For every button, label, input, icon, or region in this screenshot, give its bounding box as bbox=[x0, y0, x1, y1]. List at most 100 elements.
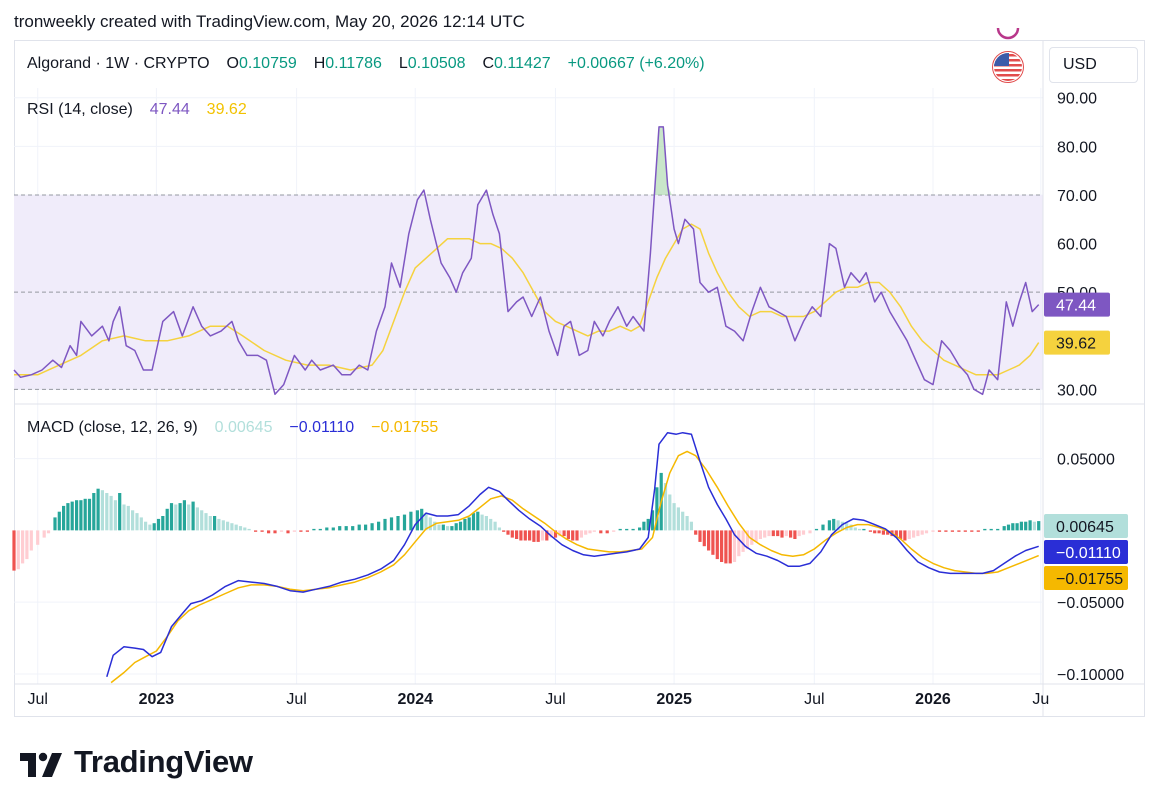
time-axis-tick-label: 2024 bbox=[397, 691, 433, 708]
rsi-axis-tick-label: 80.00 bbox=[1057, 139, 1097, 156]
histogram-bar bbox=[267, 530, 271, 534]
histogram-bar bbox=[174, 504, 178, 531]
histogram-bar bbox=[728, 530, 732, 564]
histogram-bar bbox=[454, 523, 458, 531]
histogram-bar bbox=[983, 528, 987, 531]
histogram-bar bbox=[292, 530, 296, 532]
rsi-last-value-label: 47.44 bbox=[1056, 298, 1096, 315]
histogram-bar bbox=[642, 521, 646, 531]
histogram-bar bbox=[135, 513, 139, 531]
histogram-bar bbox=[745, 530, 750, 550]
rsi-title[interactable]: RSI (14, close) bbox=[27, 101, 133, 118]
time-axis-tick-label: Jul bbox=[545, 691, 565, 708]
tradingview-logo-icon[interactable] bbox=[18, 744, 68, 784]
histogram-bar bbox=[754, 530, 758, 542]
histogram-bar bbox=[592, 530, 596, 532]
macd-line bbox=[106, 431, 1039, 678]
histogram-bar bbox=[437, 524, 441, 531]
time-axis-tick-label: Ju bbox=[1032, 691, 1049, 708]
change-value: +0.00667 (+6.20%) bbox=[567, 55, 705, 72]
histogram-bar bbox=[238, 526, 243, 531]
histogram-bar bbox=[178, 503, 182, 531]
rsi-ma-last-value-label-bg bbox=[1044, 330, 1110, 355]
histogram-bar bbox=[862, 528, 866, 531]
histogram-bar bbox=[165, 508, 169, 531]
histogram-bar bbox=[497, 527, 501, 531]
histogram-bar bbox=[100, 490, 104, 531]
histogram-bar bbox=[694, 530, 698, 535]
high-value: 0.11786 bbox=[325, 55, 382, 72]
macd-lines-group bbox=[106, 431, 1039, 684]
histogram-bar bbox=[894, 530, 898, 538]
histogram-bar bbox=[493, 521, 497, 531]
histogram-bar bbox=[646, 518, 650, 531]
histogram-bar bbox=[827, 520, 831, 531]
histogram-last-value-label-bg bbox=[1044, 514, 1128, 538]
histogram-bar bbox=[480, 514, 484, 531]
macd-legend-value: −0.01110 bbox=[289, 419, 355, 436]
histogram-bar bbox=[16, 530, 20, 570]
histogram-bar bbox=[903, 530, 907, 541]
histogram-bar bbox=[415, 510, 419, 531]
histogram-bar bbox=[402, 514, 407, 531]
histogram-bar bbox=[907, 530, 911, 539]
histogram-bar bbox=[877, 530, 881, 534]
rsi-axis-tick-label: 30.00 bbox=[1057, 382, 1097, 399]
histogram-bar bbox=[109, 495, 113, 531]
histogram-bar bbox=[996, 528, 1000, 531]
histogram-bar bbox=[396, 516, 400, 531]
histogram-bar bbox=[1019, 521, 1023, 531]
histogram-bar bbox=[357, 524, 361, 531]
histogram-bar bbox=[868, 530, 872, 532]
histogram-bar bbox=[737, 530, 741, 557]
histogram-bar bbox=[771, 530, 775, 537]
histogram-bar bbox=[625, 528, 629, 531]
histogram-bar bbox=[776, 530, 780, 537]
high-label: H bbox=[313, 55, 326, 72]
histogram-bar bbox=[409, 511, 413, 531]
close-label: C bbox=[482, 55, 495, 72]
histogram-bar bbox=[784, 530, 788, 537]
histogram-bar bbox=[273, 530, 277, 534]
rsi-legend-value: 47.44 bbox=[149, 101, 190, 118]
histogram-bar bbox=[213, 516, 217, 531]
histogram-bar bbox=[131, 510, 135, 531]
macd-title[interactable]: MACD (close, 12, 26, 9) bbox=[27, 419, 198, 436]
low-value: 0.10508 bbox=[407, 55, 466, 72]
histogram-bar bbox=[707, 530, 711, 551]
histogram-bar bbox=[1011, 523, 1015, 531]
signal-legend-value: −0.01755 bbox=[371, 419, 439, 436]
histogram-bar bbox=[161, 516, 165, 531]
histogram-bar bbox=[389, 517, 394, 531]
histogram-bar bbox=[545, 530, 549, 541]
macd-axis-tick-label: −0.10000 bbox=[1057, 667, 1124, 684]
histogram-bar bbox=[446, 526, 450, 531]
histogram-bar bbox=[780, 530, 784, 538]
time-axis-tick-label: 2026 bbox=[915, 691, 951, 708]
histogram-bar bbox=[502, 530, 506, 532]
histogram-bar bbox=[92, 493, 96, 531]
histogram-bar bbox=[515, 530, 519, 539]
histogram-bar bbox=[279, 530, 284, 532]
histogram-bar bbox=[944, 530, 948, 532]
histogram-bar bbox=[937, 530, 942, 532]
rsi-ma-line bbox=[14, 223, 1040, 376]
histogram-bar bbox=[672, 503, 676, 531]
symbol-name[interactable]: Algorand · 1W · CRYPTO bbox=[27, 55, 210, 72]
histogram-bar bbox=[221, 520, 225, 531]
histogram-bar bbox=[467, 517, 471, 531]
us-flag-icon[interactable] bbox=[992, 51, 1024, 83]
histogram-bar bbox=[247, 528, 251, 531]
histogram-bar bbox=[139, 517, 143, 531]
histogram-bar bbox=[1002, 526, 1006, 531]
histogram-bar bbox=[471, 513, 476, 531]
histogram-bar bbox=[243, 527, 247, 531]
histogram-bar bbox=[612, 530, 616, 532]
currency-button[interactable]: USD bbox=[1049, 47, 1138, 83]
histogram-bar bbox=[458, 521, 463, 531]
histogram-bar bbox=[29, 530, 33, 551]
histogram-bar bbox=[571, 530, 575, 541]
histogram-bar bbox=[663, 483, 668, 531]
histogram-bar bbox=[763, 530, 767, 538]
